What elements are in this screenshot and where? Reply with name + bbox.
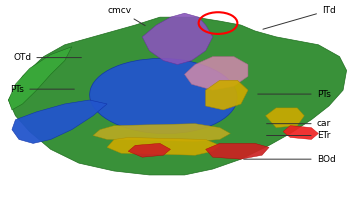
Polygon shape <box>9 17 346 175</box>
Polygon shape <box>283 126 318 139</box>
Text: cmcv: cmcv <box>107 6 145 26</box>
Polygon shape <box>93 124 230 141</box>
Text: ETr: ETr <box>267 131 330 140</box>
Polygon shape <box>142 13 213 64</box>
Ellipse shape <box>90 58 237 134</box>
Text: ITd: ITd <box>263 6 336 29</box>
Polygon shape <box>9 47 72 110</box>
Text: OTd: OTd <box>13 53 81 62</box>
Polygon shape <box>107 137 220 155</box>
Polygon shape <box>12 100 107 143</box>
Text: car: car <box>267 119 331 128</box>
Polygon shape <box>206 80 248 110</box>
Polygon shape <box>185 57 248 90</box>
Text: PTs: PTs <box>10 85 74 94</box>
Polygon shape <box>266 108 304 128</box>
Polygon shape <box>128 143 170 157</box>
Polygon shape <box>206 143 269 159</box>
Text: PTs: PTs <box>258 90 331 99</box>
Text: BOd: BOd <box>244 155 335 164</box>
